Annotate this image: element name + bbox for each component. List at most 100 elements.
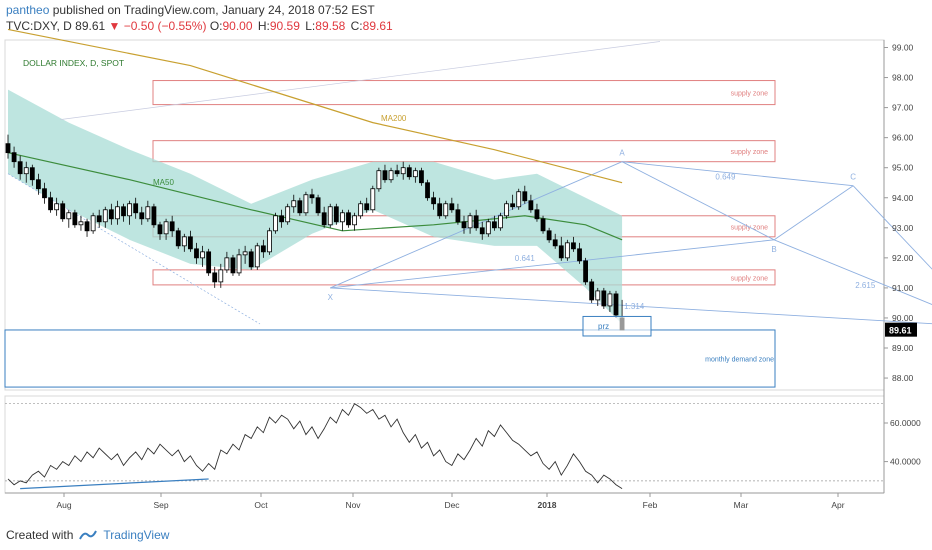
candle bbox=[169, 215, 175, 237]
candle bbox=[406, 164, 412, 180]
candle bbox=[552, 233, 558, 249]
candle-body bbox=[285, 206, 291, 223]
pattern-leg-line bbox=[622, 161, 854, 187]
candle-body bbox=[400, 167, 406, 175]
candle-body bbox=[42, 188, 47, 199]
candle bbox=[382, 164, 388, 183]
candle-body bbox=[78, 221, 84, 226]
candle-body bbox=[425, 182, 430, 199]
candle bbox=[467, 212, 473, 234]
candle-body bbox=[60, 203, 66, 220]
candle-body bbox=[595, 290, 601, 301]
candle bbox=[230, 254, 236, 276]
candle-body bbox=[352, 215, 357, 226]
candle-body bbox=[455, 209, 461, 223]
candle-body bbox=[48, 197, 53, 211]
candle-body bbox=[504, 203, 509, 217]
pattern-leg-line bbox=[330, 239, 775, 289]
price-chart[interactable]: supply zone supply zone supply zone supply … bbox=[0, 0, 932, 520]
fib-ratio-label: 2.615 bbox=[855, 281, 876, 290]
candle-body bbox=[17, 161, 23, 175]
candle bbox=[11, 146, 17, 168]
candle bbox=[394, 164, 400, 177]
candle bbox=[613, 290, 619, 318]
candle bbox=[102, 206, 108, 228]
candle bbox=[181, 233, 187, 252]
candle bbox=[254, 242, 260, 270]
candle-body bbox=[406, 167, 412, 178]
candle bbox=[333, 203, 339, 225]
candle bbox=[431, 191, 437, 210]
candle-body bbox=[236, 254, 242, 274]
candle bbox=[504, 200, 509, 219]
candle bbox=[194, 242, 199, 264]
price-tick-label: 90.00 bbox=[892, 313, 914, 323]
candle-body bbox=[291, 200, 297, 208]
candle bbox=[139, 206, 145, 225]
prz-box bbox=[582, 315, 652, 337]
candle bbox=[291, 194, 297, 213]
candle bbox=[358, 200, 364, 219]
candle-body bbox=[382, 170, 388, 181]
candle-body bbox=[187, 236, 193, 250]
candle bbox=[200, 245, 205, 267]
candle-body bbox=[267, 230, 272, 253]
candle bbox=[516, 188, 522, 210]
high-label: H: bbox=[257, 19, 270, 33]
candle-body bbox=[169, 221, 175, 232]
candle-body bbox=[84, 221, 90, 232]
candle bbox=[84, 218, 90, 237]
candle bbox=[175, 227, 181, 249]
pattern-point-label: X bbox=[328, 293, 334, 302]
candle bbox=[260, 239, 266, 258]
author-link[interactable]: pantheo bbox=[6, 3, 50, 17]
candle-body bbox=[613, 293, 619, 316]
candle-body bbox=[522, 191, 528, 202]
fib-ratio-label: 0.641 bbox=[515, 254, 536, 263]
tradingview-logo-icon bbox=[79, 530, 98, 540]
candle bbox=[48, 191, 53, 213]
candle bbox=[72, 209, 78, 228]
candle bbox=[17, 155, 23, 180]
pattern-leg-line bbox=[330, 287, 932, 325]
candle bbox=[571, 236, 576, 252]
price-tick-label: 96.00 bbox=[892, 133, 914, 143]
pattern-leg-line bbox=[773, 239, 932, 305]
tradingview-link[interactable]: TradingView bbox=[103, 528, 170, 542]
candle-body bbox=[364, 203, 370, 211]
candle bbox=[485, 218, 491, 237]
candle-body bbox=[23, 167, 29, 175]
price-tick-label: 99.00 bbox=[892, 43, 914, 53]
candle-body bbox=[467, 215, 473, 229]
candle-body bbox=[498, 215, 503, 229]
bollinger-band bbox=[8, 89, 623, 324]
candle bbox=[583, 257, 588, 285]
candle bbox=[224, 251, 230, 273]
candle bbox=[60, 200, 66, 222]
rsi-trendline bbox=[20, 478, 209, 490]
demand-zone-rect bbox=[4, 329, 776, 388]
candle-body bbox=[279, 215, 285, 223]
candle-body bbox=[607, 293, 613, 307]
candle bbox=[510, 194, 516, 210]
candle bbox=[23, 161, 29, 183]
candle bbox=[285, 203, 291, 225]
candle-body bbox=[552, 239, 558, 247]
candle bbox=[187, 230, 193, 252]
price-tick-label: 95.00 bbox=[892, 163, 914, 173]
candle-body bbox=[577, 248, 582, 262]
candle-body bbox=[163, 221, 169, 235]
candle-body bbox=[327, 206, 333, 226]
time-tick-label: Oct bbox=[254, 500, 268, 510]
candle-body bbox=[248, 251, 254, 268]
candle-body bbox=[419, 170, 424, 184]
price-tick-label: 92.00 bbox=[892, 253, 914, 263]
candle bbox=[534, 203, 540, 222]
candle-body bbox=[546, 230, 552, 241]
candle bbox=[370, 185, 376, 213]
candle bbox=[54, 197, 60, 216]
candle bbox=[133, 197, 139, 219]
candle bbox=[528, 194, 534, 213]
candle bbox=[127, 200, 132, 225]
candle-body bbox=[181, 236, 187, 247]
